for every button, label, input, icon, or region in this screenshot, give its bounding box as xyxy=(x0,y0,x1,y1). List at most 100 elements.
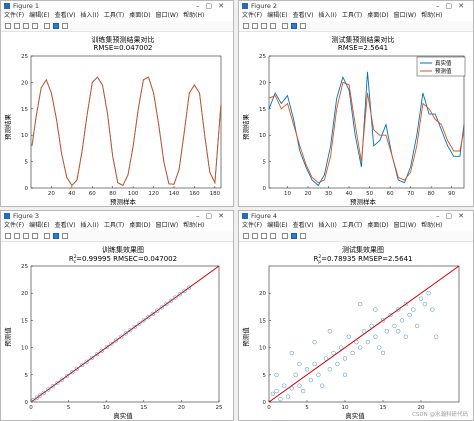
menu-file[interactable]: 文件(F) xyxy=(242,222,263,229)
menu-insert[interactable]: 插入(I) xyxy=(80,222,99,229)
menu-file[interactable]: 文件(F) xyxy=(4,222,25,229)
menu-tools[interactable]: 工具(T) xyxy=(103,222,125,229)
plot-area xyxy=(30,55,222,189)
scatter-point xyxy=(339,345,344,350)
scatter-point xyxy=(422,301,427,307)
print-icon[interactable] xyxy=(32,233,38,239)
y-tick-label: 20 xyxy=(259,291,266,297)
window-controls[interactable]: –▢✕ xyxy=(196,212,230,220)
scatter-point xyxy=(278,397,283,402)
save-icon[interactable] xyxy=(261,233,267,239)
scatter-point xyxy=(380,350,386,356)
menu-edit[interactable]: 编辑(E) xyxy=(267,222,288,229)
new-icon[interactable] xyxy=(243,233,249,239)
menu-window[interactable]: 窗口(W) xyxy=(393,222,417,229)
save-icon[interactable] xyxy=(23,233,29,239)
new-icon[interactable] xyxy=(5,233,11,239)
menu-tools[interactable]: 工具(T) xyxy=(103,12,125,19)
dock-icon[interactable] xyxy=(291,233,297,239)
menu-view[interactable]: 查看(V) xyxy=(292,12,314,19)
save-icon[interactable] xyxy=(23,23,29,29)
window-controls[interactable]: –▢✕ xyxy=(436,2,470,10)
scatter-point xyxy=(358,345,363,350)
pointer-icon[interactable] xyxy=(282,23,288,29)
menu-edit[interactable]: 编辑(E) xyxy=(29,222,50,229)
scatter-point xyxy=(434,334,439,339)
menu-insert[interactable]: 插入(I) xyxy=(318,222,337,229)
menu-tools[interactable]: 工具(T) xyxy=(341,12,363,19)
grid-icon[interactable] xyxy=(300,233,306,239)
scatter-point xyxy=(358,301,363,307)
scatter-point xyxy=(113,338,119,343)
new-icon[interactable] xyxy=(5,23,11,29)
pointer-icon[interactable] xyxy=(282,233,288,239)
x-tick-label: 5 xyxy=(67,405,71,411)
menu-desktop[interactable]: 桌面(D) xyxy=(367,222,389,229)
menu-help[interactable]: 帮助(H) xyxy=(421,12,443,19)
scatter-point xyxy=(369,323,374,328)
scatter-point xyxy=(331,350,336,356)
y-tick-label: 25 xyxy=(259,54,266,60)
x-tick-label: 15 xyxy=(380,405,387,411)
chart-1: 训练集预测结果对比 RMSE=0.047002 预测样本 预测结果 20 40 60… xyxy=(3,35,222,206)
scatter-point xyxy=(79,362,85,368)
window-controls[interactable]: –▢✕ xyxy=(196,2,230,10)
save-icon[interactable] xyxy=(261,23,267,29)
menu-insert[interactable]: 插入(I) xyxy=(318,12,337,19)
dock-icon[interactable] xyxy=(53,23,59,29)
open-icon[interactable] xyxy=(14,233,20,239)
menu-desktop[interactable]: 桌面(D) xyxy=(129,12,151,19)
x-tick-label: 80 xyxy=(109,191,116,197)
scatter-point xyxy=(377,345,382,350)
chart-4-axes: 0 5 10 15 20 0 5 10 15 20 xyxy=(259,265,460,411)
menu-view[interactable]: 查看(V) xyxy=(54,12,76,19)
menu-help[interactable]: 帮助(H) xyxy=(183,222,205,229)
menu-edit[interactable]: 编辑(E) xyxy=(267,12,288,19)
open-icon[interactable] xyxy=(14,23,20,29)
x-tick-label: 40 xyxy=(68,191,75,197)
menu-window[interactable]: 窗口(W) xyxy=(155,12,179,19)
open-icon[interactable] xyxy=(252,23,258,29)
print-icon[interactable] xyxy=(270,233,276,239)
menu-bar: 文件(F) 编辑(E) 查看(V) 插入(I) 工具(T) 桌面(D) 窗口(W) 帮助(H) xyxy=(239,11,473,21)
fit-line xyxy=(30,265,220,403)
scatter-point xyxy=(293,372,298,377)
scatter-point xyxy=(335,361,340,367)
scatter-point xyxy=(37,393,43,398)
grid-icon[interactable] xyxy=(62,23,68,29)
window-controls[interactable]: –▢✕ xyxy=(436,212,470,220)
scatter-point xyxy=(396,307,401,312)
dock-icon[interactable] xyxy=(291,23,297,29)
menu-tools[interactable]: 工具(T) xyxy=(341,222,363,229)
menu-view[interactable]: 查看(V) xyxy=(292,222,314,229)
menu-file[interactable]: 文件(F) xyxy=(242,12,263,19)
menu-desktop[interactable]: 桌面(D) xyxy=(129,222,151,229)
x-tick-label: 20 xyxy=(48,191,55,197)
x-tick-label: 70 xyxy=(407,191,414,197)
menu-help[interactable]: 帮助(H) xyxy=(421,222,443,229)
pointer-icon[interactable] xyxy=(44,233,50,239)
grid-icon[interactable] xyxy=(300,23,306,29)
scatter-point xyxy=(289,350,294,356)
menu-edit[interactable]: 编辑(E) xyxy=(29,12,50,19)
print-icon[interactable] xyxy=(32,23,38,29)
open-icon[interactable] xyxy=(252,233,258,239)
print-icon[interactable] xyxy=(270,23,276,29)
scatter-point xyxy=(109,341,114,346)
menu-window[interactable]: 窗口(W) xyxy=(155,222,179,229)
scatter-point xyxy=(123,331,128,336)
menu-view[interactable]: 查看(V) xyxy=(54,222,76,229)
menu-help[interactable]: 帮助(H) xyxy=(183,12,205,19)
menu-insert[interactable]: 插入(I) xyxy=(80,12,99,19)
dock-icon[interactable] xyxy=(53,233,59,239)
scatter-point xyxy=(104,344,110,350)
pointer-icon[interactable] xyxy=(44,23,50,29)
menu-file[interactable]: 文件(F) xyxy=(4,12,25,19)
grid-icon[interactable] xyxy=(62,233,68,239)
menu-desktop[interactable]: 桌面(D) xyxy=(367,12,389,19)
menu-window[interactable]: 窗口(W) xyxy=(393,12,417,19)
scatter-point xyxy=(373,334,378,339)
scatter-point xyxy=(430,307,435,312)
new-icon[interactable] xyxy=(243,23,249,29)
scatter-point xyxy=(168,298,174,303)
